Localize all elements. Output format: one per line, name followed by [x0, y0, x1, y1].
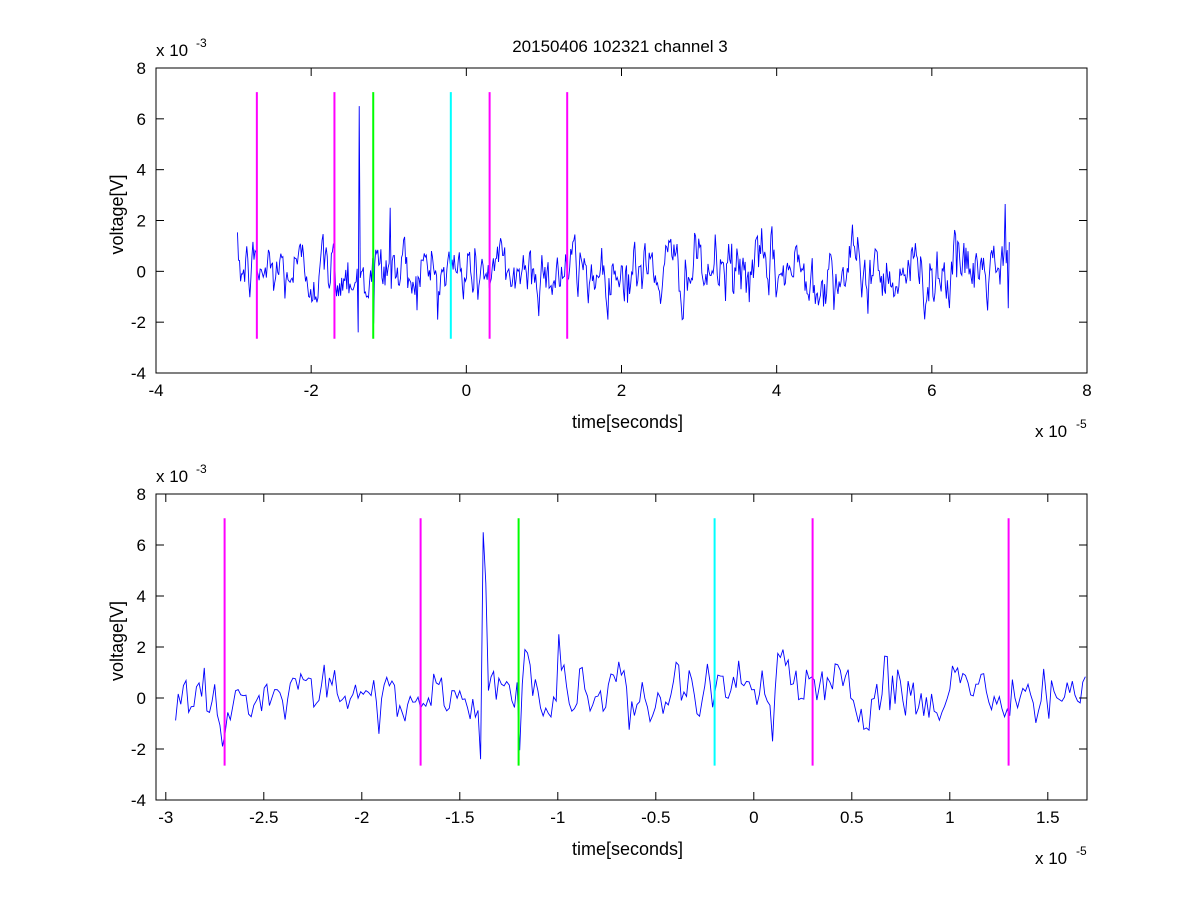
y-tick-label: -4 [131, 791, 146, 810]
top-subplot: -4 -2 0 2 4 6 8 -4 -2 0 2 4 6 8 time[seconds] voltage[V… [107, 36, 1092, 441]
y-axis-label: voltage[V] [107, 174, 127, 254]
y-tick-label: -2 [131, 313, 146, 332]
x-tick-label: 0 [749, 808, 758, 827]
x-exponent-label: x 10 [1035, 849, 1067, 868]
y-tick-label: 6 [137, 536, 146, 555]
y-tick-label: 6 [137, 110, 146, 129]
bottom-subplot: -3 -2.5 -2 -1.5 -1 -0.5 0 0.5 1 1.5 -4 -2 0 2 4 6 8 time[… [107, 462, 1088, 868]
y-exponent-label: x 10 [156, 467, 188, 486]
y-axis-label: voltage[V] [107, 601, 127, 681]
x-tick-label: -2 [354, 808, 369, 827]
y-tick-label: 4 [137, 161, 146, 180]
signal-trace [175, 532, 1086, 760]
x-tick-label: 1 [945, 808, 954, 827]
x-tick-label: 2 [617, 381, 626, 400]
plot-area [156, 494, 1087, 800]
x-tick-label: -4 [148, 381, 163, 400]
x-exponent-label: x 10 [1035, 422, 1067, 441]
x-exponent-power: -5 [1076, 417, 1087, 431]
y-tick-label: -4 [131, 364, 146, 383]
y-exponent-label: x 10 [156, 41, 188, 60]
x-tick-label: 4 [772, 381, 781, 400]
x-tick-label: -1 [550, 808, 565, 827]
x-tick-label: -0.5 [641, 808, 670, 827]
x-tick-label: 0 [462, 381, 471, 400]
y-tick-label: 2 [137, 638, 146, 657]
x-exponent-power: -5 [1076, 844, 1087, 858]
x-tick-label: -1.5 [445, 808, 474, 827]
x-axis-label: time[seconds] [572, 839, 683, 859]
y-tick-label: 0 [137, 262, 146, 281]
x-tick-label: -2.5 [249, 808, 278, 827]
x-tick-label: 6 [927, 381, 936, 400]
x-tick-label: 8 [1082, 381, 1091, 400]
plot-area [156, 68, 1087, 373]
x-tick-label: -3 [158, 808, 173, 827]
y-tick-label: 8 [137, 485, 146, 504]
y-tick-label: 4 [137, 587, 146, 606]
x-tick-label: -2 [304, 381, 319, 400]
x-tick-label: 0.5 [840, 808, 864, 827]
y-tick-label: 8 [137, 59, 146, 78]
y-tick-label: 0 [137, 689, 146, 708]
figure-title: 20150406 102321 channel 3 [512, 37, 728, 56]
signal-trace [237, 106, 1010, 333]
x-tick-label: 1.5 [1036, 808, 1060, 827]
y-tick-label: -2 [131, 740, 146, 759]
y-exponent-power: -3 [196, 36, 207, 50]
x-axis-label: time[seconds] [572, 412, 683, 432]
y-tick-label: 2 [137, 212, 146, 231]
y-exponent-power: -3 [196, 462, 207, 476]
